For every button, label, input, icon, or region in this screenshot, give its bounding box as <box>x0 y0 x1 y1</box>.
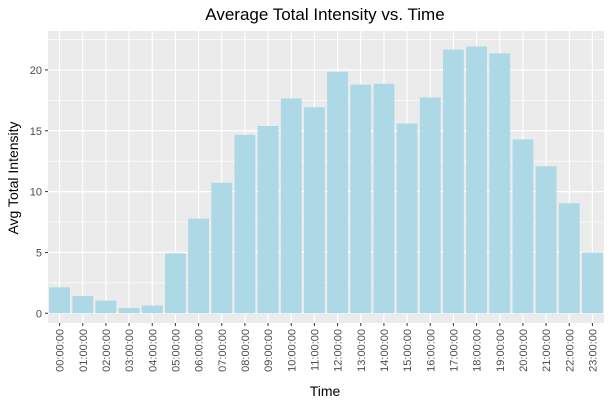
bar <box>211 182 233 314</box>
x-axis: 00:00:00 01:00:00 02:00:00 03:00:00 04:00:00… <box>55 323 599 372</box>
x-tick-label: 13:00:00 <box>356 329 368 372</box>
x-tick-label: 00:00:00 <box>55 329 67 372</box>
x-tick-label: 01:00:00 <box>78 329 90 372</box>
bar <box>257 126 279 314</box>
bar <box>419 97 441 314</box>
x-tick-label: 17:00:00 <box>448 329 460 372</box>
bar <box>164 253 186 314</box>
x-tick-label: 12:00:00 <box>333 329 345 372</box>
bar <box>373 83 395 314</box>
bar <box>280 98 302 314</box>
chart-title: Average Total Intensity vs. Time <box>205 5 444 24</box>
bar <box>234 134 256 314</box>
x-tick-label: 02:00:00 <box>101 329 113 372</box>
bar <box>49 287 71 314</box>
bar <box>581 252 603 314</box>
x-tick-label: 09:00:00 <box>263 329 275 372</box>
y-tick-label: 0 <box>36 308 42 320</box>
x-tick-label: 19:00:00 <box>495 329 507 372</box>
bar <box>95 300 117 314</box>
x-tick-label: 08:00:00 <box>240 329 252 372</box>
bar <box>466 46 488 314</box>
x-tick-label: 23:00:00 <box>587 329 599 372</box>
x-tick-label: 20:00:00 <box>518 329 530 372</box>
x-tick-label: 14:00:00 <box>379 329 391 372</box>
x-tick-label: 22:00:00 <box>564 329 576 372</box>
plot-panel <box>48 31 604 323</box>
bar <box>442 49 464 314</box>
bar <box>118 307 140 314</box>
bar <box>489 53 511 314</box>
bar <box>327 71 349 314</box>
bar <box>535 166 557 314</box>
x-axis-title: Time <box>310 383 341 399</box>
bar <box>72 295 94 314</box>
y-tick-label: 15 <box>30 126 42 138</box>
y-axis-title: Avg Total Intensity <box>5 121 21 234</box>
bar <box>558 203 580 314</box>
x-tick-label: 05:00:00 <box>170 329 182 372</box>
minor-gridlines <box>48 39 604 284</box>
x-tick-label: 07:00:00 <box>217 329 229 372</box>
x-tick-label: 03:00:00 <box>124 329 136 372</box>
x-tick-label: 11:00:00 <box>309 329 321 371</box>
bar <box>188 218 210 314</box>
y-axis: 0 5 10 15 20 <box>30 65 48 320</box>
x-tick-label: 04:00:00 <box>147 329 159 372</box>
x-tick-label: 15:00:00 <box>402 329 414 372</box>
x-tick-label: 21:00:00 <box>541 329 553 372</box>
y-tick-label: 10 <box>30 187 42 199</box>
bar <box>303 107 325 314</box>
x-tick-label: 16:00:00 <box>425 329 437 372</box>
x-tick-label: 06:00:00 <box>194 329 206 372</box>
y-tick-label: 5 <box>36 247 42 259</box>
x-tick-label: 10:00:00 <box>286 329 298 372</box>
bars <box>49 46 603 314</box>
bar <box>512 139 534 314</box>
y-tick-label: 20 <box>30 65 42 77</box>
bar <box>141 305 163 314</box>
bar <box>396 123 418 314</box>
bar <box>350 84 372 314</box>
x-tick-label: 18:00:00 <box>472 329 484 372</box>
